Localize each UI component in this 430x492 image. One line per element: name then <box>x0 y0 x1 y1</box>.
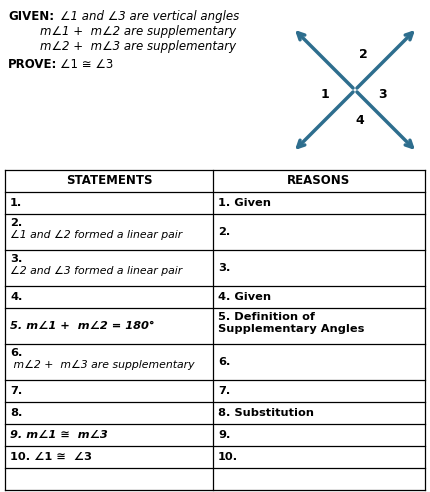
Text: m∠1 +  m∠2 are supplementary: m∠1 + m∠2 are supplementary <box>40 25 236 38</box>
Text: 1.: 1. <box>10 198 22 208</box>
Text: PROVE:: PROVE: <box>8 58 57 71</box>
Text: 4: 4 <box>355 114 363 126</box>
Text: 9. m∠1 ≅  m∠3: 9. m∠1 ≅ m∠3 <box>10 430 108 440</box>
Text: m∠2 +  m∠3 are supplementary: m∠2 + m∠3 are supplementary <box>40 40 236 53</box>
Text: 1: 1 <box>320 88 329 100</box>
Text: 2.: 2. <box>10 218 22 228</box>
Text: 9.: 9. <box>218 430 230 440</box>
Text: 7.: 7. <box>10 386 22 396</box>
Text: 6.: 6. <box>218 357 230 367</box>
Text: 7.: 7. <box>218 386 230 396</box>
Text: 5. m∠1 +  m∠2 = 180°: 5. m∠1 + m∠2 = 180° <box>10 321 154 331</box>
Text: ∠1 and ∠2 formed a linear pair: ∠1 and ∠2 formed a linear pair <box>10 230 182 240</box>
Text: ∠1 and ∠3 are vertical angles: ∠1 and ∠3 are vertical angles <box>60 10 239 23</box>
Text: 2.: 2. <box>218 227 230 237</box>
Text: REASONS: REASONS <box>287 175 350 187</box>
Text: 8. Substitution: 8. Substitution <box>218 408 313 418</box>
Text: ∠1 ≅ ∠3: ∠1 ≅ ∠3 <box>60 58 113 71</box>
Text: 10.: 10. <box>218 452 237 462</box>
Text: STATEMENTS: STATEMENTS <box>66 175 152 187</box>
Text: 3.: 3. <box>218 263 230 273</box>
Text: Supplementary Angles: Supplementary Angles <box>218 324 363 334</box>
Text: 4. Given: 4. Given <box>218 292 270 302</box>
Text: 4.: 4. <box>10 292 22 302</box>
Text: 10. ∠1 ≅  ∠3: 10. ∠1 ≅ ∠3 <box>10 452 92 462</box>
Text: 8.: 8. <box>10 408 22 418</box>
Text: 3: 3 <box>378 88 387 100</box>
Text: m∠2 +  m∠3 are supplementary: m∠2 + m∠3 are supplementary <box>10 360 194 370</box>
Text: 5. Definition of: 5. Definition of <box>218 312 314 322</box>
Text: 3.: 3. <box>10 254 22 264</box>
Text: 1. Given: 1. Given <box>218 198 270 208</box>
Text: GIVEN:: GIVEN: <box>8 10 54 23</box>
Text: 2: 2 <box>358 48 366 61</box>
Text: ∠2 and ∠3 formed a linear pair: ∠2 and ∠3 formed a linear pair <box>10 266 182 276</box>
Text: 6.: 6. <box>10 348 22 358</box>
